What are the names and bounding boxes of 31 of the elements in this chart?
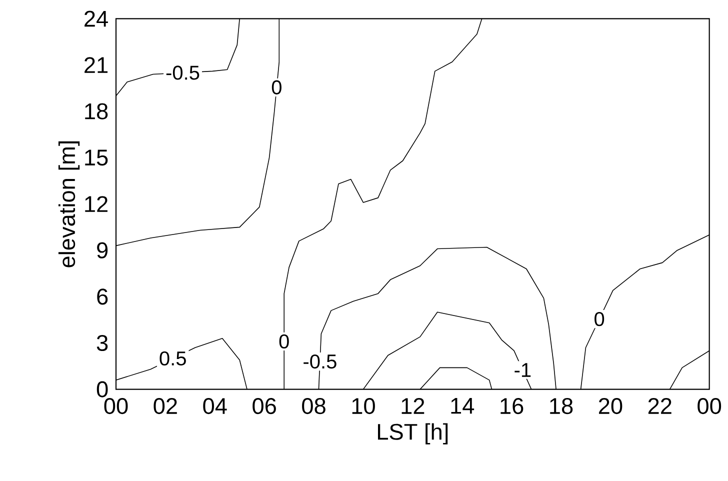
x-tick-label: 00 [104, 398, 128, 414]
series-label: 0 [594, 312, 604, 326]
series-label: 0 [272, 80, 282, 94]
x-tick-label: 18 [550, 398, 573, 414]
y-tick-label: 15 [85, 150, 108, 166]
series-label: -0.5 [304, 354, 336, 368]
x-tick-label: 14 [451, 398, 474, 414]
x-tick-label: 22 [648, 398, 672, 414]
x-tick-label: 20 [598, 398, 622, 414]
series-label: -1 [514, 362, 531, 377]
x-tick-label: 00 [698, 398, 722, 414]
y-tick-label: 6 [97, 288, 108, 305]
y-tick-label: 12 [85, 196, 108, 212]
y-axis-title: elevation [m] [58, 141, 80, 268]
series-label: 0 [279, 334, 289, 348]
y-tick-label: 3 [96, 334, 108, 351]
series-label: 0.5 [160, 351, 186, 366]
y-tick-label: 24 [84, 10, 108, 26]
x-tick-label: 16 [500, 398, 524, 414]
y-tick-label: 18 [85, 103, 108, 120]
y-tick-label: 9 [97, 242, 108, 258]
y-tick-label: 0 [96, 381, 108, 398]
y-tick-label: 21 [84, 56, 108, 73]
x-tick-label: 12 [402, 398, 424, 414]
x-tick-label: 06 [252, 398, 276, 414]
x-tick-label: 04 [203, 398, 227, 414]
x-axis-title: LST [h] [378, 423, 448, 444]
x-tick-label: 02 [154, 398, 177, 414]
series-label: -0.5 [166, 65, 200, 80]
x-tick-label: 10 [352, 398, 375, 414]
x-tick-label: 08 [302, 398, 326, 414]
